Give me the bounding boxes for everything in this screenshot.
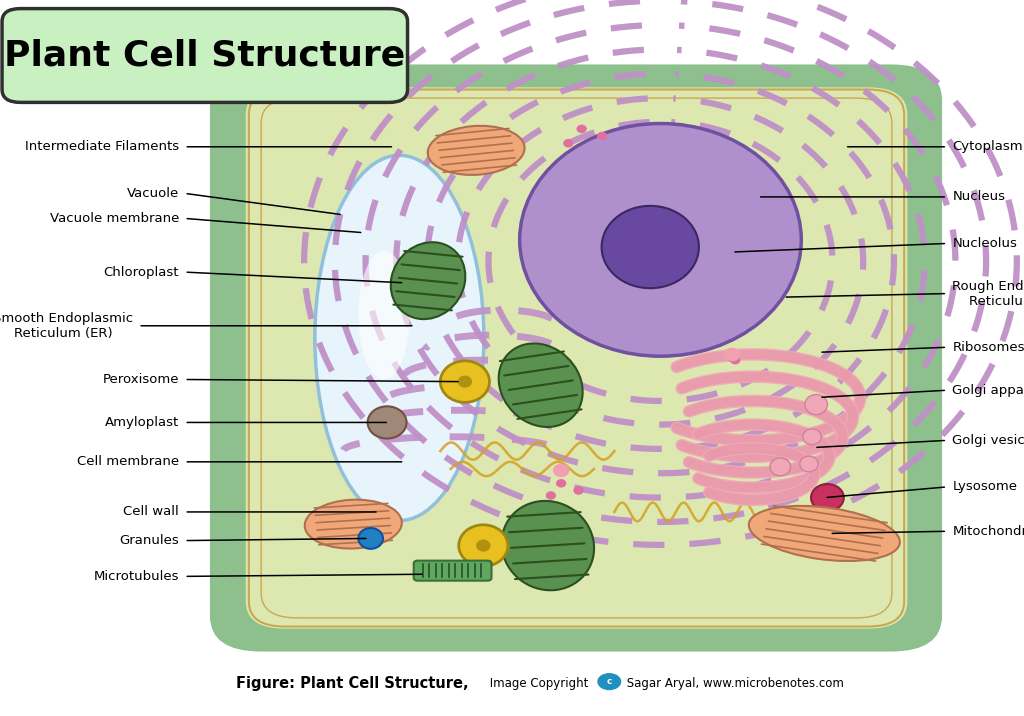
Ellipse shape (577, 125, 587, 133)
Text: Cell membrane: Cell membrane (77, 455, 179, 468)
Text: Mitochondria: Mitochondria (952, 525, 1024, 538)
Text: Peroxisome: Peroxisome (102, 373, 179, 386)
Ellipse shape (502, 501, 594, 590)
Ellipse shape (458, 375, 472, 388)
Text: Image Copyright: Image Copyright (486, 677, 589, 690)
Ellipse shape (358, 251, 410, 379)
Ellipse shape (803, 429, 821, 445)
Ellipse shape (391, 242, 465, 319)
Text: Microtubules: Microtubules (94, 570, 179, 583)
Ellipse shape (770, 458, 791, 475)
FancyBboxPatch shape (414, 561, 492, 581)
Text: Smooth Endoplasmic
Reticulum (ER): Smooth Endoplasmic Reticulum (ER) (0, 311, 133, 340)
Ellipse shape (546, 491, 556, 500)
Ellipse shape (800, 456, 818, 472)
Text: Cytoplasm: Cytoplasm (952, 140, 1023, 153)
Ellipse shape (459, 525, 508, 566)
Ellipse shape (563, 139, 573, 147)
Text: Figure: Plant Cell Structure,: Figure: Plant Cell Structure, (236, 677, 468, 691)
Text: Sagar Aryal, www.microbenotes.com: Sagar Aryal, www.microbenotes.com (623, 677, 844, 690)
Ellipse shape (305, 500, 401, 548)
Ellipse shape (811, 484, 844, 511)
Text: Lysosome: Lysosome (952, 480, 1017, 493)
Text: Intermediate Filaments: Intermediate Filaments (25, 140, 179, 153)
Ellipse shape (368, 406, 407, 438)
FancyBboxPatch shape (210, 64, 942, 652)
Text: Plant Cell Structure: Plant Cell Structure (4, 39, 406, 73)
Ellipse shape (602, 206, 698, 289)
Ellipse shape (556, 479, 566, 488)
Ellipse shape (520, 123, 801, 356)
Ellipse shape (727, 354, 737, 362)
FancyBboxPatch shape (2, 9, 408, 102)
Text: Amyloplast: Amyloplast (104, 416, 179, 429)
Text: Vacuole: Vacuole (127, 187, 179, 200)
Ellipse shape (553, 464, 569, 477)
Ellipse shape (749, 505, 900, 561)
Ellipse shape (573, 486, 584, 495)
FancyBboxPatch shape (246, 87, 907, 629)
Text: Chloroplast: Chloroplast (103, 266, 179, 279)
Text: Rough Endoplasmic
Reticulum (ER): Rough Endoplasmic Reticulum (ER) (952, 279, 1024, 308)
Text: Golgi apparatus: Golgi apparatus (952, 384, 1024, 397)
Ellipse shape (428, 126, 524, 175)
Text: Ribosomes: Ribosomes (952, 341, 1024, 354)
Ellipse shape (358, 528, 383, 548)
Ellipse shape (499, 344, 583, 427)
Text: Golgi vesicles: Golgi vesicles (952, 434, 1024, 447)
Text: c: c (606, 677, 612, 686)
Text: Nucleolus: Nucleolus (952, 237, 1017, 250)
Ellipse shape (315, 155, 484, 521)
Ellipse shape (805, 395, 827, 415)
Ellipse shape (476, 540, 490, 551)
Ellipse shape (724, 347, 740, 362)
Ellipse shape (730, 356, 740, 364)
Text: Granules: Granules (120, 534, 179, 547)
Text: Vacuole membrane: Vacuole membrane (50, 212, 179, 225)
Ellipse shape (597, 132, 607, 140)
Text: Cell wall: Cell wall (124, 505, 179, 518)
Text: Nucleus: Nucleus (952, 190, 1006, 203)
Ellipse shape (440, 361, 489, 402)
